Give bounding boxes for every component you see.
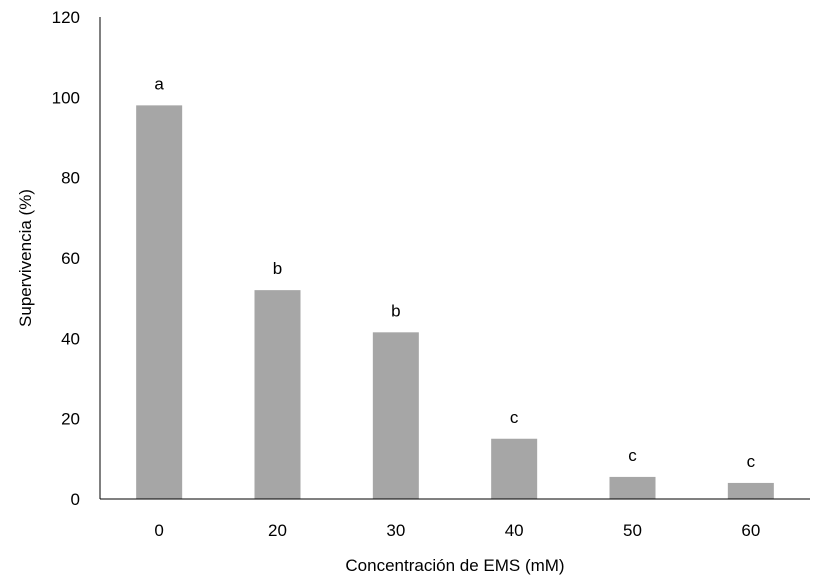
y-axis-ticks: 0 20 40 60 80 100 120 (52, 8, 80, 509)
bar (727, 482, 774, 499)
significance-label: c (510, 408, 519, 427)
x-tick-label: 50 (623, 521, 642, 540)
significance-labels: a b b c c c (154, 74, 755, 471)
significance-label: b (391, 301, 400, 320)
y-tick-label: 100 (52, 88, 80, 107)
x-axis-title: Concentración de EMS (mM) (345, 556, 564, 575)
y-axis-title: Supervivencia (%) (16, 189, 35, 327)
bars (136, 105, 774, 499)
y-tick-label: 40 (61, 329, 80, 348)
x-tick-label: 20 (268, 521, 287, 540)
bar (491, 438, 538, 499)
bar (372, 332, 419, 499)
bar (609, 476, 656, 499)
x-tick-label: 0 (154, 521, 163, 540)
significance-label: b (273, 259, 282, 278)
significance-label: a (154, 74, 164, 93)
y-tick-label: 20 (61, 410, 80, 429)
bar (254, 290, 301, 499)
x-tick-label: 40 (505, 521, 524, 540)
significance-label: c (747, 452, 756, 471)
y-tick-label: 120 (52, 8, 80, 27)
x-tick-label: 30 (386, 521, 405, 540)
x-tick-label: 60 (741, 521, 760, 540)
y-tick-label: 60 (61, 249, 80, 268)
y-tick-label: 80 (61, 169, 80, 188)
significance-label: c (628, 446, 637, 465)
x-axis-labels: 0 20 30 40 50 60 (154, 521, 760, 540)
y-tick-label: 0 (71, 490, 80, 509)
bar (136, 105, 183, 499)
